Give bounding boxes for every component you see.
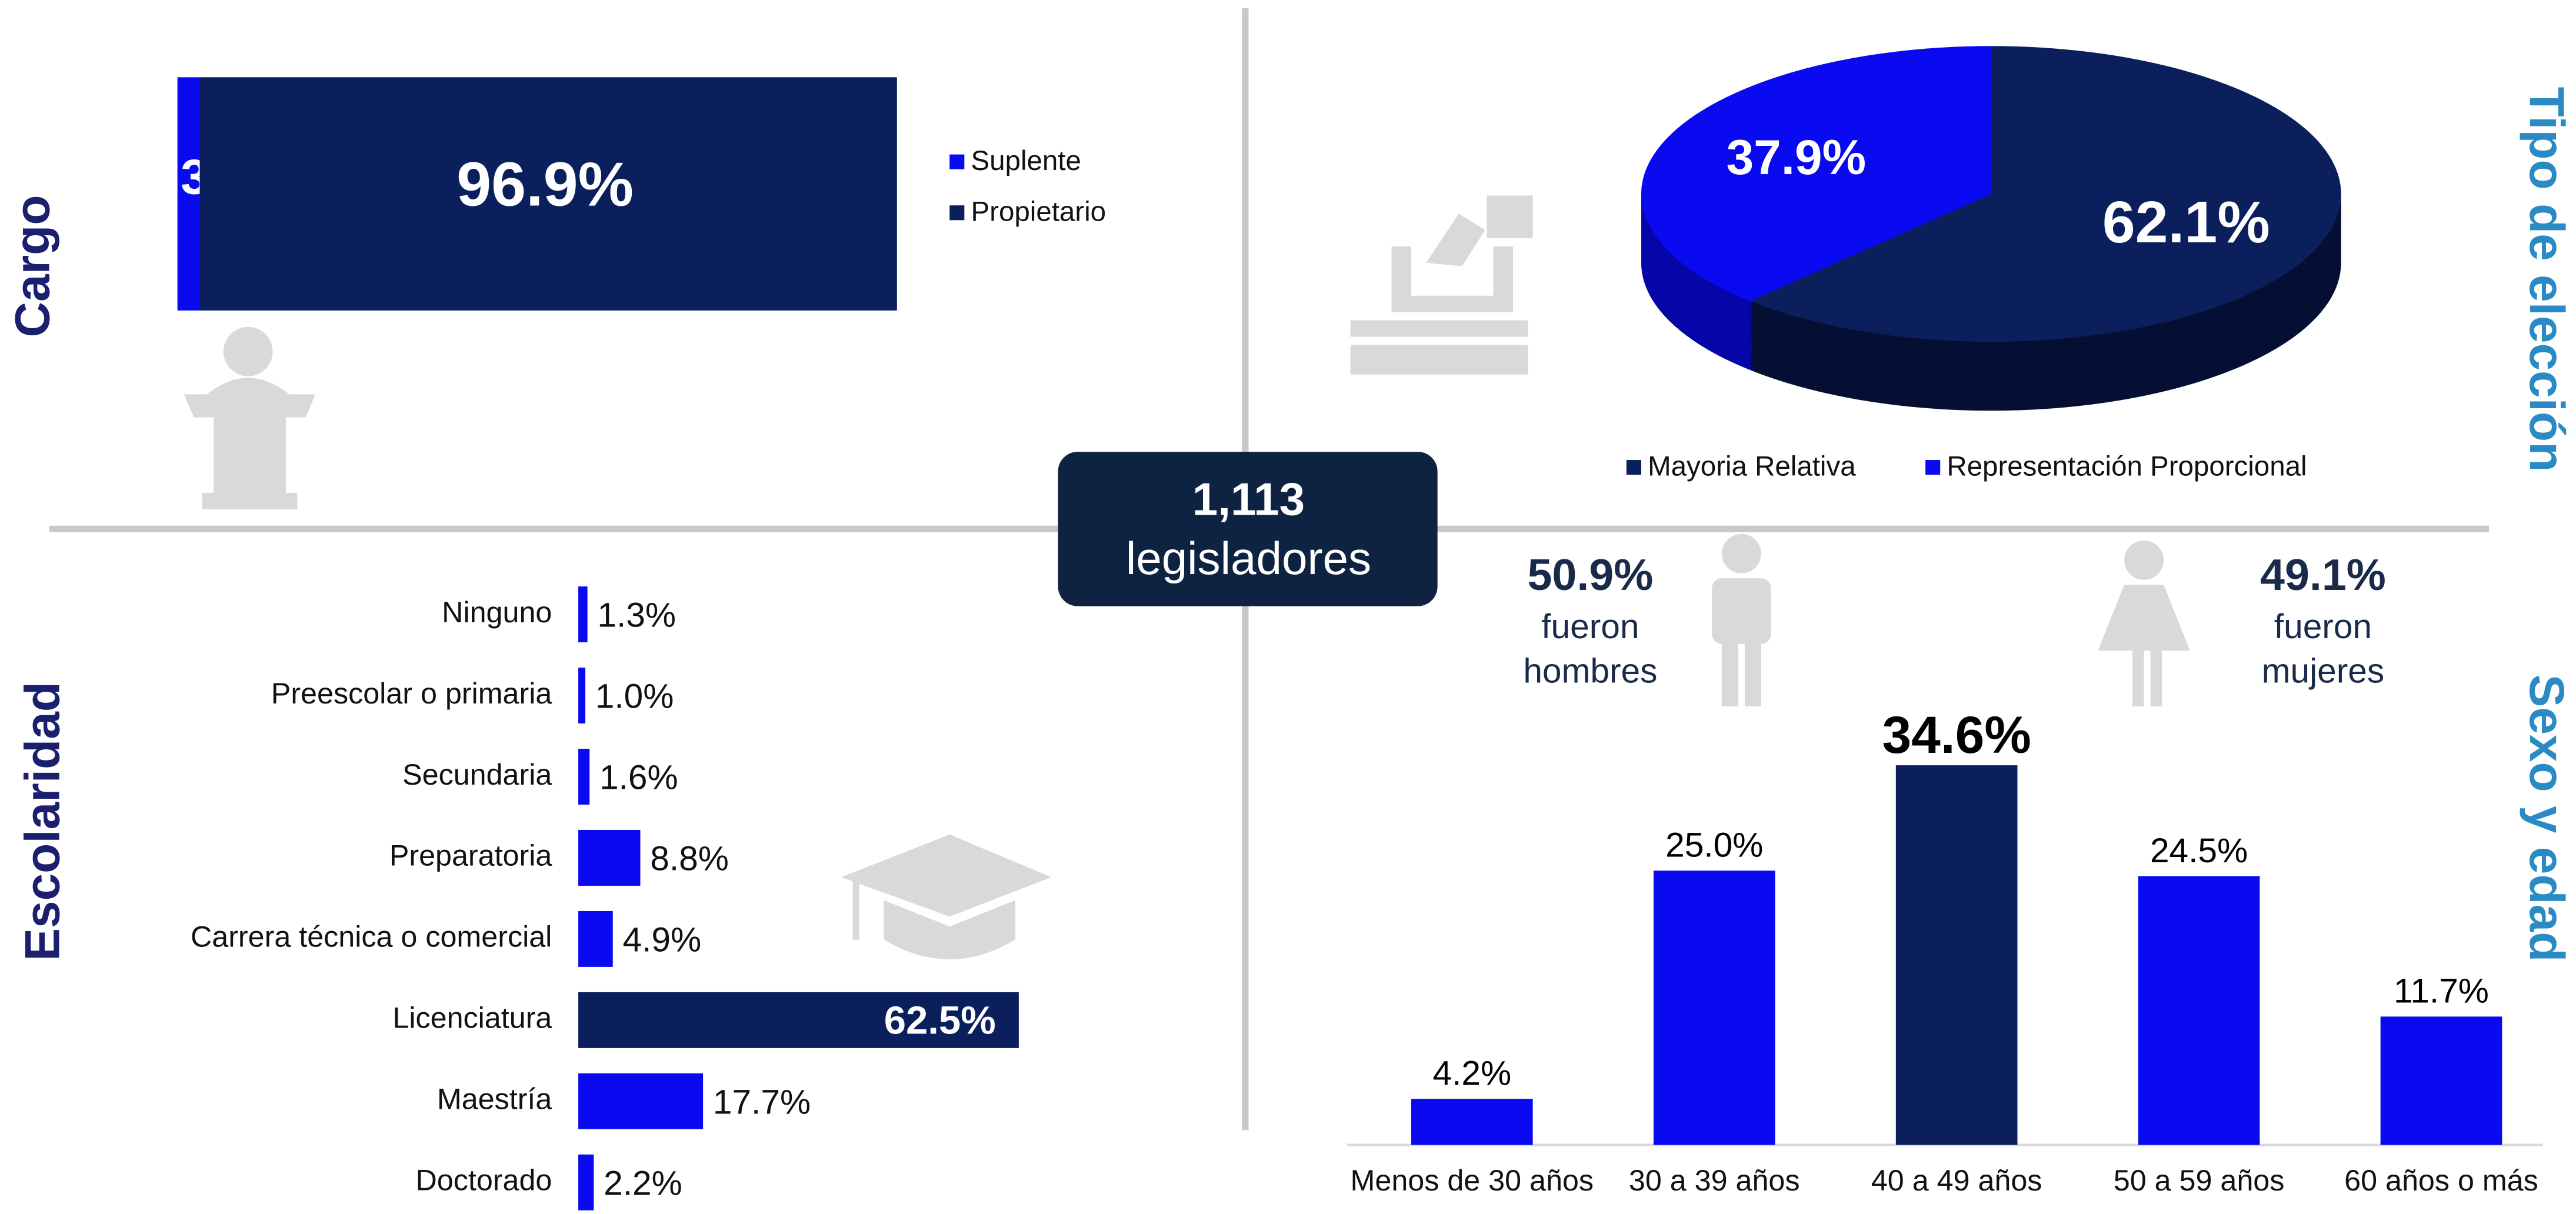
value-label: 11.7% (2394, 972, 2489, 1010)
bar (578, 749, 590, 805)
pie-slice (1641, 46, 1991, 301)
value-label: 1.0% (595, 678, 674, 716)
value-label: 62.1% (2102, 189, 2270, 255)
section-title: Escolaridad (14, 682, 69, 961)
value-label: 1.6% (599, 759, 678, 797)
category-label: 60 años o más (2344, 1164, 2538, 1197)
center-label: legisladores (1126, 532, 1371, 584)
bar (578, 668, 586, 724)
category-label: Ninguno (442, 596, 552, 629)
section-title: Cargo (5, 195, 60, 338)
bar (1411, 1099, 1533, 1145)
legend-swatch (1626, 460, 1641, 475)
legend-swatch (949, 154, 965, 169)
bar (2380, 1016, 2502, 1145)
legend-label: Representación Proporcional (1947, 451, 2307, 482)
category-label: Maestría (437, 1083, 552, 1116)
value-label: 25.0% (1665, 826, 1763, 865)
bar-segment (177, 77, 200, 311)
category-label: Licenciatura (392, 1002, 552, 1035)
value-label: 96.9% (456, 149, 634, 219)
value-label: 24.5% (2150, 832, 2248, 870)
cap-icon (841, 834, 1052, 960)
value-label: 4.2% (1432, 1055, 1511, 1093)
legend-swatch (1925, 460, 1941, 475)
annotation-text: fueron (2274, 608, 2372, 646)
bar (578, 992, 1019, 1048)
value-label: 37.9% (1727, 129, 1867, 185)
bar (578, 586, 588, 643)
legend-swatch (949, 205, 965, 221)
legend-label: Propietario (971, 196, 1107, 228)
value-label: 4.9% (623, 920, 702, 959)
annotation-text: fueron (1541, 608, 1639, 646)
bar (1895, 765, 2018, 1145)
annotation-text: hombres (1523, 652, 1657, 691)
value-label: 1.3% (597, 596, 676, 635)
value-label: 8.8% (650, 840, 729, 878)
center-box (1058, 452, 1438, 606)
category-label: Secundaria (402, 758, 552, 791)
woman-icon (2098, 540, 2190, 706)
category-label: 30 a 39 años (1629, 1164, 1800, 1197)
ballot-icon (1350, 195, 1533, 375)
bar-segment (199, 77, 897, 311)
category-label: Preescolar o primaria (271, 677, 552, 710)
category-label: Preparatoria (389, 839, 552, 872)
annotation-text: mujeres (2262, 652, 2385, 691)
bar (578, 1154, 594, 1210)
bar (578, 911, 613, 967)
value-label: 2.2% (604, 1164, 682, 1202)
annotation-value: 50.9% (1527, 550, 1653, 599)
podium-icon (184, 326, 316, 509)
center-count: 1,113 (1192, 473, 1305, 525)
legend-label: Mayoria Relativa (1648, 451, 1856, 482)
bar (578, 1073, 704, 1129)
bar (578, 829, 641, 886)
value-label: 34.6% (1882, 705, 2031, 764)
category-label: Carrera técnica o comercial (191, 920, 552, 953)
annotation-value: 49.1% (2260, 550, 2386, 599)
value-label: 62.5% (884, 999, 996, 1043)
category-label: 40 a 49 años (1871, 1164, 2042, 1197)
bar (2138, 876, 2260, 1145)
section-title: Sexo y edad (2520, 674, 2575, 962)
pie-slice (1749, 46, 2341, 342)
category-label: 50 a 59 años (2114, 1164, 2285, 1197)
category-label: Doctorado (416, 1164, 552, 1197)
man-icon (1712, 533, 1771, 706)
bar (1653, 871, 1775, 1145)
category-label: Menos de 30 años (1351, 1164, 1594, 1197)
section-title: Tipo de elección (2520, 86, 2575, 472)
value-label: 17.7% (713, 1083, 811, 1121)
legend-label: Suplente (971, 145, 1081, 176)
